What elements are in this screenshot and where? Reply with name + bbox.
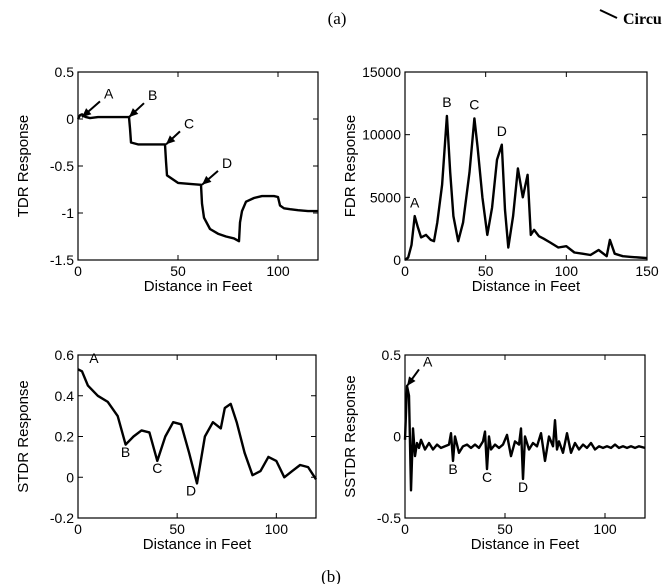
annotation-arrow-head: [129, 108, 139, 118]
y-tick-label: -1.5: [50, 252, 74, 268]
corner-label: Circu: [623, 11, 662, 28]
y-tick-label: -0.2: [50, 510, 74, 526]
plot-frame: [77, 354, 317, 519]
annotation-label: B: [148, 87, 157, 103]
y-axis-label: STDR Response: [15, 380, 32, 493]
x-tick-label: 150: [635, 263, 659, 279]
annotation-label: A: [423, 353, 433, 369]
y-tick-label: 0: [66, 469, 74, 485]
panel-tdr: 0 50 100 -1.5 -1 -0.5 0 0.5 Distance in Feet TDR …: [15, 64, 319, 295]
plot-frame: [77, 71, 319, 261]
series-line: [76, 113, 318, 243]
y-axis-label: TDR Response: [15, 115, 32, 218]
x-tick-label: 0: [401, 263, 409, 279]
x-tick-label: 50: [497, 521, 513, 537]
x-tick-label: 100: [555, 263, 579, 279]
x-tick-label: 50: [170, 263, 186, 279]
y-tick-label: 0.4: [55, 388, 75, 404]
x-tick-label: 0: [74, 521, 82, 537]
y-tick-label: 5000: [370, 189, 401, 205]
x-axis-label: Distance in Feet: [144, 278, 253, 295]
y-tick-label: 15000: [362, 64, 401, 80]
annotation-label: C: [184, 115, 194, 131]
annotation-label: D: [518, 479, 528, 495]
annotation-arrow-head: [166, 135, 176, 145]
annotation-arrow-head: [202, 175, 212, 185]
y-tick-label: 0.2: [55, 429, 75, 445]
y-axis-label: FDR Response: [342, 115, 359, 218]
annotation-label: C: [152, 460, 162, 476]
x-tick-label: 0: [401, 521, 409, 537]
annotation-label: B: [121, 444, 130, 460]
annotation-label: A: [89, 350, 99, 366]
y-tick-label: -0.5: [377, 510, 401, 526]
y-tick-label: 0: [66, 111, 74, 127]
y-tick-label: 0.6: [55, 347, 75, 363]
annotation-label: B: [448, 461, 457, 477]
y-tick-label: -1: [62, 205, 75, 221]
annotation-label: A: [104, 85, 114, 101]
annotation-arrow-head: [407, 376, 416, 386]
y-axis-label: SSTDR Response: [342, 375, 359, 498]
x-axis-label: Distance in Feet: [471, 536, 580, 553]
x-tick-label: 50: [169, 521, 185, 537]
series-line: [403, 384, 646, 492]
annotation-label: C: [469, 97, 479, 113]
x-tick-label: 50: [478, 263, 494, 279]
y-tick-label: 10000: [362, 127, 401, 143]
x-tick-label: 100: [266, 263, 290, 279]
y-tick-label: -0.5: [50, 158, 74, 174]
panel-fdr: 0 50 100 150 0 5000 10000 15000 Distance in Feet…: [342, 64, 659, 295]
annotation-label: D: [222, 155, 232, 171]
annotation-label: A: [410, 194, 420, 210]
y-tick-label: 0: [393, 429, 401, 445]
annotation-arrow-head: [82, 108, 92, 118]
plot-frame: [404, 71, 648, 261]
series-line: [77, 368, 318, 485]
series-line: [404, 114, 648, 261]
annotation-label: B: [442, 94, 451, 110]
x-tick-label: 0: [74, 263, 82, 279]
annotation-label: D: [497, 123, 507, 139]
caption-a: (a): [328, 9, 347, 28]
annotation-label: D: [186, 483, 196, 499]
annotation-label: C: [482, 469, 492, 485]
caption-b: (b): [321, 567, 341, 584]
y-tick-label: 0.5: [382, 347, 402, 363]
x-tick-label: 100: [265, 521, 289, 537]
x-tick-label: 100: [593, 521, 617, 537]
y-tick-label: 0.5: [55, 64, 75, 80]
y-tick-label: 0: [393, 252, 401, 268]
x-axis-label: Distance in Feet: [472, 278, 581, 295]
x-axis-label: Distance in Feet: [143, 536, 252, 553]
corner-arrow-stub: [599, 9, 618, 19]
